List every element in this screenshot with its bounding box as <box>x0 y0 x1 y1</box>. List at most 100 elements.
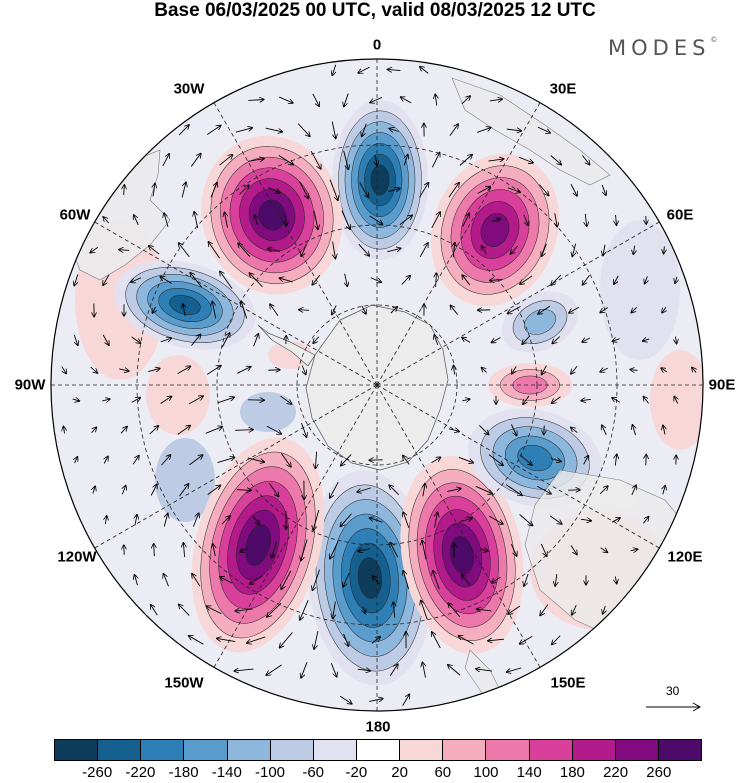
wind-arrow <box>615 454 616 466</box>
contour-level <box>517 444 553 472</box>
wind-arrow <box>538 305 551 314</box>
wind-arrow <box>280 452 291 467</box>
wind-arrow <box>662 307 666 312</box>
wind-arrow <box>120 427 127 434</box>
wind-arrow <box>235 128 252 133</box>
wind-arrow <box>453 243 455 258</box>
colorbar <box>54 739 702 761</box>
wind-arrow <box>235 609 253 611</box>
wind-arrow <box>569 306 580 313</box>
meridian-line <box>91 384 378 551</box>
wind-arrow <box>475 485 493 493</box>
wind-arrow <box>631 485 636 495</box>
wind-arrow <box>177 426 190 435</box>
wind-arrow <box>643 517 648 524</box>
wind-arrow <box>572 605 577 615</box>
wind-arrow <box>160 396 172 404</box>
wind-arrow <box>600 307 609 313</box>
wind-arrow <box>552 336 561 344</box>
wind-arrow <box>213 544 215 557</box>
wind-arrow <box>462 275 471 286</box>
wind-arrow <box>477 187 490 194</box>
wind-arrow <box>581 399 591 400</box>
wind-arrow <box>477 609 492 611</box>
anomaly-center-135w <box>191 437 325 653</box>
wind-arrow <box>297 123 310 137</box>
wind-arrow <box>220 577 233 584</box>
colorbar-tick-label: -260 <box>82 764 113 781</box>
minor-anomaly <box>600 220 680 360</box>
wind-arrow <box>73 334 78 345</box>
wind-arrow <box>221 333 229 348</box>
wind-arrow <box>247 636 266 643</box>
meridian-line <box>376 384 663 551</box>
wind-arrow <box>505 484 522 496</box>
colorbar-swatch <box>313 740 357 760</box>
wind-arrow <box>75 457 78 464</box>
wind-arrow <box>491 337 501 342</box>
wind-arrow <box>330 481 339 498</box>
wind-arrow <box>344 93 349 107</box>
brand-name: MODES <box>608 36 711 60</box>
wind-arrow <box>630 370 638 371</box>
wind-arrow <box>332 64 335 76</box>
meridian-line <box>211 99 378 386</box>
wind-arrow <box>357 487 371 492</box>
wind-arrow <box>453 366 454 375</box>
wind-arrow <box>491 219 500 222</box>
wind-arrow <box>207 606 222 615</box>
wind-arrow <box>301 422 306 437</box>
map-title: Base 06/03/2025 00 UTC, valid 08/03/2025… <box>154 0 596 21</box>
wind-arrow <box>482 246 487 255</box>
wind-arrow <box>520 275 533 284</box>
wind-arrow <box>279 278 293 283</box>
wind-arrow <box>358 66 370 73</box>
wind-arrow <box>389 664 398 676</box>
wind-arrow <box>540 543 546 556</box>
wind-arrow <box>435 512 438 528</box>
wind-arrow <box>286 214 287 225</box>
wind-arrow <box>571 365 578 374</box>
wind-arrow <box>119 369 128 371</box>
wind-arrow <box>551 274 562 285</box>
wind-arrow <box>461 96 470 105</box>
wind-arrow <box>302 365 306 375</box>
wind-arrow <box>506 129 521 131</box>
wind-arrow <box>64 427 65 434</box>
wind-arrow <box>674 397 677 404</box>
lon-label-120w: 120W <box>57 548 97 566</box>
wind-arrow <box>462 575 471 586</box>
wind-arrow <box>507 187 520 193</box>
wind-arrow <box>401 97 412 104</box>
wind-arrow <box>235 430 253 431</box>
wind-arrow <box>234 669 254 671</box>
wind-arrow <box>250 575 263 584</box>
wind-arrow <box>389 485 400 496</box>
wind-arrow <box>300 600 309 620</box>
meridian-line <box>376 99 543 386</box>
wind-arrow <box>552 635 561 645</box>
lon-label-90w: 90W <box>14 376 46 394</box>
wind-arrow <box>102 334 109 345</box>
colorbar-swatch <box>658 740 702 760</box>
meridian-line <box>211 384 378 671</box>
wind-arrow <box>419 243 428 258</box>
wind-arrow <box>363 606 366 614</box>
lon-label-0: 0 <box>372 36 382 54</box>
wind-arrow <box>540 604 549 616</box>
wind-arrow <box>630 549 638 550</box>
colorbar-tick-label: 140 <box>516 764 542 781</box>
wind-arrow <box>177 366 191 375</box>
wind-arrow <box>369 699 383 702</box>
colorbar-swatch <box>615 740 659 760</box>
wind-arrow <box>585 213 586 226</box>
wind-arrow <box>375 154 377 166</box>
wind-arrow <box>403 456 410 465</box>
wind-arrow <box>524 573 529 586</box>
wind-arrow <box>510 424 516 436</box>
wind-arrow <box>488 454 503 466</box>
wind-arrow <box>490 280 503 281</box>
wind-arrow <box>488 639 505 641</box>
brand-mark: © <box>710 36 718 44</box>
wind-arrow <box>255 215 258 225</box>
